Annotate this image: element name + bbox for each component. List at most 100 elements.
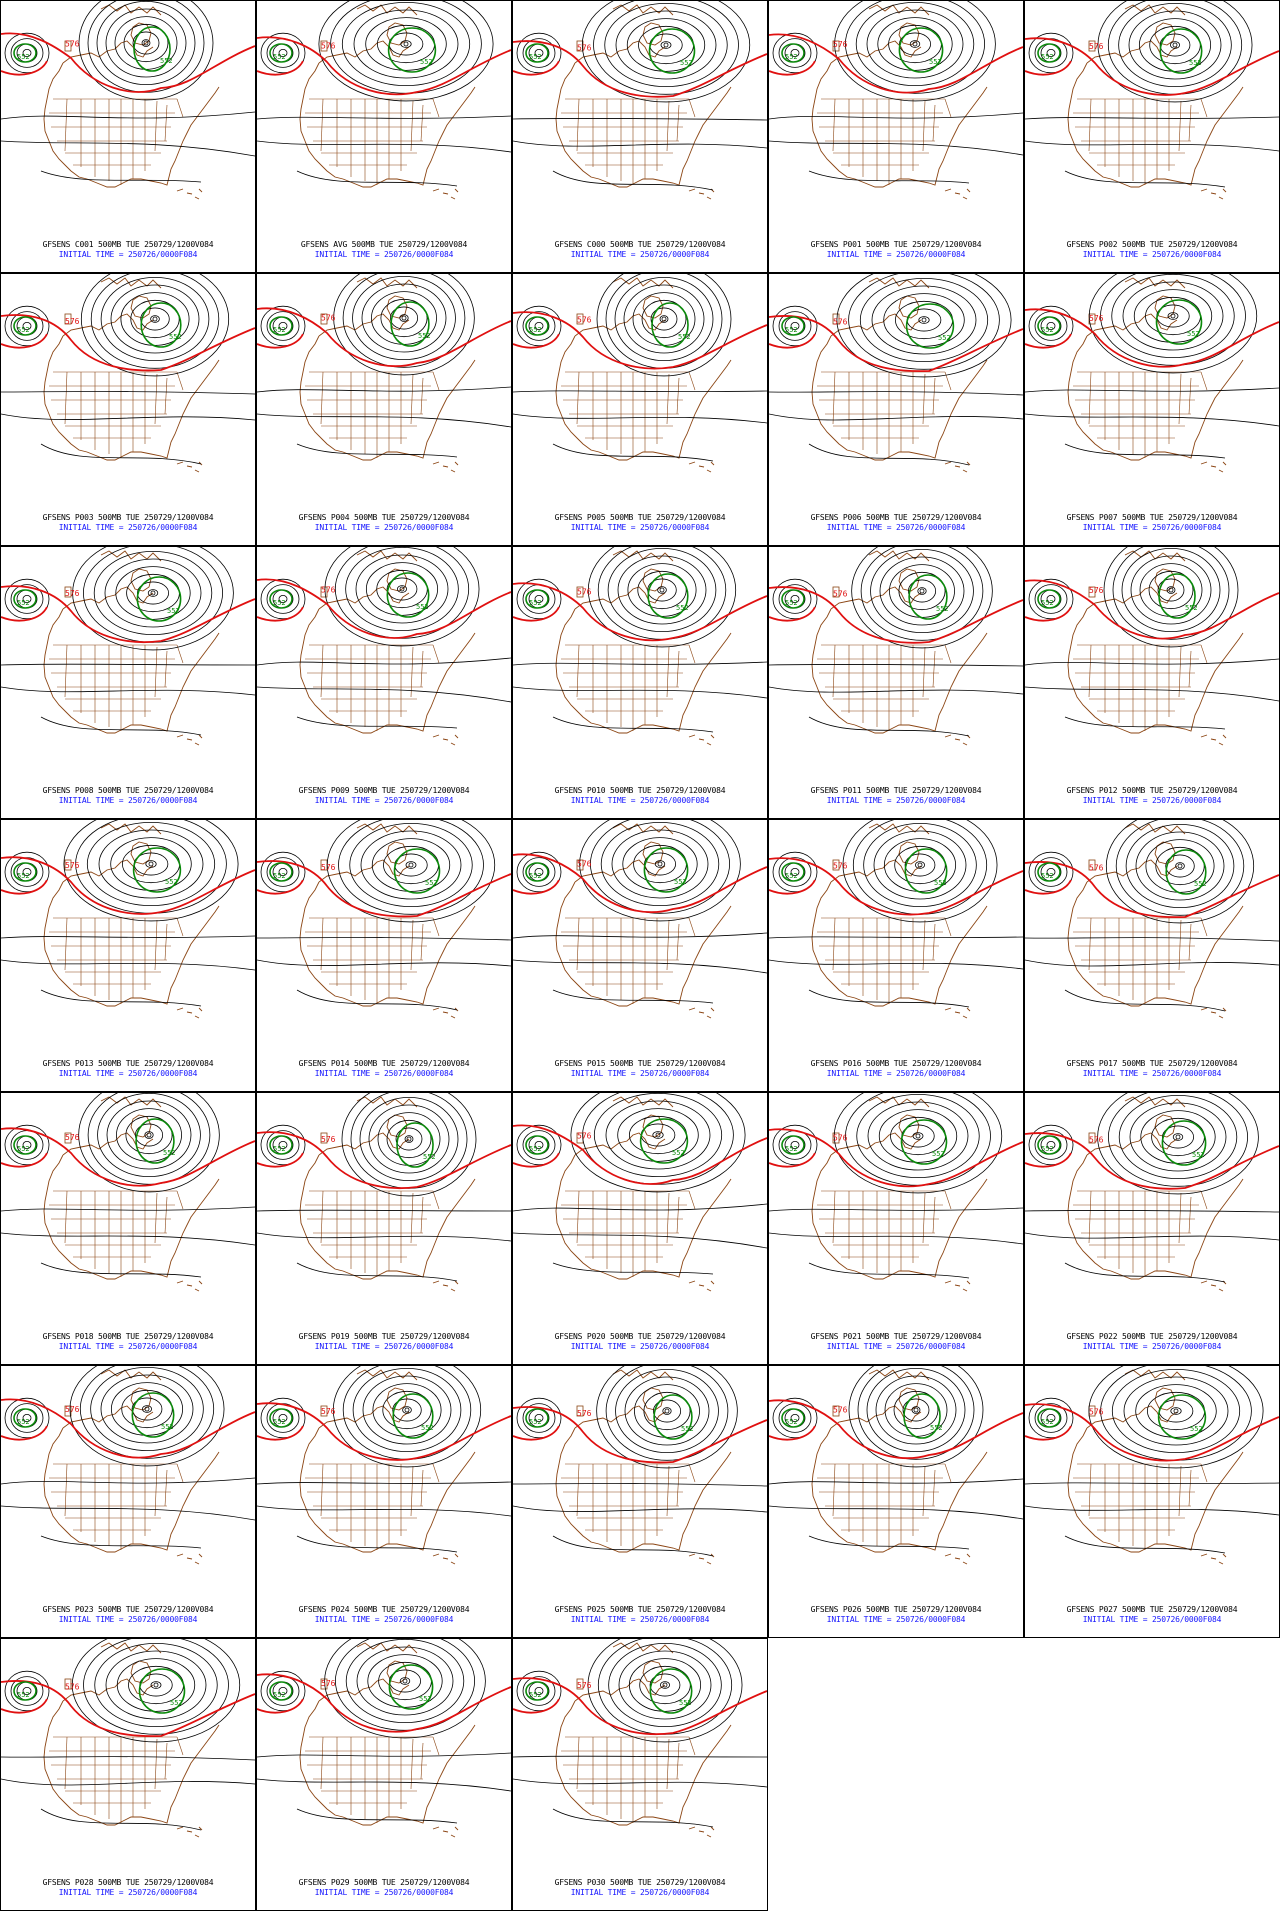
vancouver-island-outline — [832, 40, 840, 52]
contour-label-552: 552 — [679, 1699, 692, 1707]
low-center-marker — [146, 1132, 152, 1138]
ensemble-panel-p008: 576 552 552 GFSENS P008 500MB TUE 250729/12… — [0, 546, 256, 819]
height-contours — [1025, 820, 1279, 1012]
contour-label-552-west: 552 — [785, 53, 798, 61]
contour-576-line — [257, 1673, 511, 1733]
contour-label-552-west: 552 — [785, 1145, 798, 1153]
height-contours — [513, 1, 767, 191]
map-500mb-heights: 576 552 552 — [513, 547, 767, 746]
contour-552-lines — [525, 847, 689, 893]
contour-label-552: 552 — [938, 334, 951, 342]
map-500mb-heights: 576 552 552 — [513, 1, 767, 200]
map-500mb-heights: 576 552 552 — [257, 1366, 511, 1565]
geography-outline — [555, 823, 732, 1019]
panel-title: GFSENS P023 500MB TUE 250729/1200V084 — [42, 1605, 214, 1614]
low-center-marker — [1170, 313, 1176, 319]
contour-label-576: 576 — [577, 860, 592, 869]
map-500mb-heights: 576 552 552 — [769, 1093, 1023, 1292]
low-center-marker — [402, 1678, 408, 1684]
low-center-marker — [1168, 587, 1174, 593]
contour-576-line — [1, 1127, 255, 1187]
contour-576-line — [1025, 579, 1279, 640]
contour-576-line — [513, 1677, 767, 1736]
contour-label-552: 552 — [416, 603, 429, 611]
geography-outline — [299, 1369, 476, 1565]
panel-title: GFSENS C000 500MB TUE 250729/1200V084 — [554, 240, 726, 249]
panel-initial-time: INITIAL TIME = 250726/0000F084 — [570, 796, 710, 805]
geography-outline — [299, 4, 476, 200]
height-contours — [257, 1366, 511, 1553]
contour-552-lines — [1037, 28, 1203, 74]
contour-label-552: 552 — [423, 1153, 436, 1161]
ensemble-panel-p010: 576 552 552 GFSENS P010 500MB TUE 250729/12… — [512, 546, 768, 819]
map-500mb-heights: 576 552 552 — [1, 1639, 255, 1838]
vancouver-island-outline — [832, 586, 840, 598]
contour-label-552: 552 — [674, 878, 687, 886]
map-500mb-heights: 576 552 552 — [769, 820, 1023, 1019]
vancouver-island-outline — [64, 859, 72, 871]
contour-label-552: 552 — [425, 879, 438, 887]
height-contours — [1, 547, 255, 736]
contour-552-lines — [1037, 849, 1207, 895]
low-center-marker — [919, 588, 925, 594]
contour-label-552-west: 552 — [785, 599, 798, 607]
contour-label-576: 576 — [321, 1135, 336, 1144]
contour-label-552-west: 552 — [785, 1418, 798, 1426]
panel-initial-time: INITIAL TIME = 250726/0000F084 — [314, 1342, 454, 1351]
contour-label-552: 552 — [1187, 330, 1200, 338]
low-center-marker — [404, 1407, 410, 1413]
height-contours — [1025, 547, 1279, 730]
contour-576-line — [769, 586, 1023, 644]
contour-552-lines — [13, 302, 182, 348]
contour-552-lines — [525, 28, 696, 74]
panel-initial-time: INITIAL TIME = 250726/0000F084 — [314, 523, 454, 532]
contour-552-lines — [781, 848, 948, 894]
map-500mb-heights: 576 552 552 — [769, 547, 1023, 746]
panel-title: GFSENS P015 500MB TUE 250729/1200V084 — [554, 1059, 726, 1068]
contour-label-576: 576 — [65, 40, 80, 49]
panel-title: GFSENS P030 500MB TUE 250729/1200V084 — [554, 1878, 726, 1887]
contour-552-lines — [13, 847, 182, 893]
geography-outline — [1067, 823, 1244, 1019]
vancouver-island-outline — [576, 586, 584, 598]
panel-initial-time: INITIAL TIME = 250726/0000F084 — [826, 250, 966, 259]
geography-outline — [555, 1096, 732, 1292]
contour-576-line — [257, 1402, 511, 1461]
height-contours — [1, 1639, 255, 1831]
contour-552-lines — [781, 1393, 941, 1439]
low-center-marker — [143, 40, 149, 46]
ensemble-panel-avg: 576 552 552 GFSENS AVG 500MB TUE 250729/120… — [256, 0, 512, 273]
vancouver-island-outline — [320, 1132, 328, 1144]
panel-initial-time: INITIAL TIME = 250726/0000F084 — [570, 250, 710, 259]
geography-outline — [1067, 1369, 1244, 1565]
contour-label-552: 552 — [1192, 1151, 1205, 1159]
contour-label-576: 576 — [321, 1407, 336, 1416]
contour-552-lines — [13, 26, 171, 72]
geography-outline — [43, 1096, 220, 1292]
contour-552-lines — [269, 572, 430, 618]
contour-label-552: 552 — [680, 59, 693, 67]
low-center-marker — [662, 1682, 668, 1688]
map-500mb-heights: 576 552 552 — [1, 547, 255, 746]
vancouver-island-outline — [64, 1678, 72, 1690]
vancouver-island-outline — [1088, 586, 1096, 598]
map-500mb-heights: 576 552 552 — [1025, 1366, 1279, 1565]
contour-label-552-west: 552 — [529, 872, 542, 880]
height-contours — [1025, 274, 1279, 459]
ensemble-panel-p023: 576 552 552 GFSENS P023 500MB TUE 250729/12… — [0, 1365, 256, 1638]
map-500mb-heights: 576 552 552 — [513, 1366, 767, 1565]
geography-outline — [811, 1096, 988, 1292]
contour-label-552: 552 — [418, 332, 431, 340]
panel-title: GFSENS P019 500MB TUE 250729/1200V084 — [298, 1332, 470, 1341]
geography-outline — [555, 1642, 732, 1838]
contour-label-552: 552 — [169, 333, 182, 341]
ensemble-panel-p017: 576 552 552 GFSENS P017 500MB TUE 250729/12… — [1024, 819, 1280, 1092]
panel-initial-time: INITIAL TIME = 250726/0000F084 — [1082, 250, 1222, 259]
contour-label-576: 576 — [577, 44, 592, 53]
geography-outline — [811, 550, 988, 746]
low-center-marker — [406, 1136, 412, 1142]
contour-label-552-west: 552 — [529, 1418, 542, 1426]
ensemble-panel-p029: 576 552 552 GFSENS P029 500MB TUE 250729/12… — [256, 1638, 512, 1911]
low-center-marker — [1175, 1134, 1181, 1140]
ensemble-panel-p012: 576 552 552 GFSENS P012 500MB TUE 250729/12… — [1024, 546, 1280, 819]
